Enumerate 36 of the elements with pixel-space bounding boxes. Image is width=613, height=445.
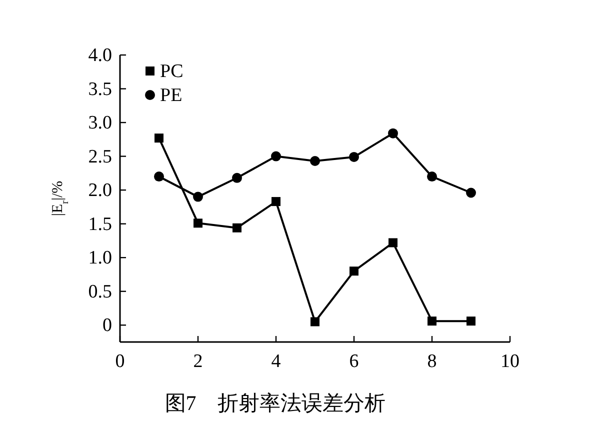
- point: [428, 316, 436, 326]
- y-tick-label: 0: [102, 315, 112, 336]
- x-tick-label: 0: [115, 351, 125, 372]
- x-tick-label: 4: [271, 351, 282, 372]
- point: [349, 152, 359, 162]
- y-tick-label: 1.5: [88, 214, 112, 235]
- point: [194, 218, 202, 228]
- point: [193, 192, 203, 202]
- text: 图7 折射率法误差分析: [164, 391, 386, 415]
- y-tick-label: 4.0: [88, 45, 112, 66]
- y-tick-label: 2.5: [88, 146, 112, 168]
- point: [232, 223, 242, 232]
- point: [388, 128, 398, 138]
- point: [427, 172, 437, 182]
- x-tick-label: 2: [193, 351, 203, 372]
- point: [466, 316, 476, 326]
- y-tick-label: 2.0: [88, 180, 112, 202]
- point: [310, 317, 320, 326]
- point: [388, 238, 398, 248]
- point: [310, 156, 320, 166]
- point: [350, 266, 358, 276]
- legend-label: PC: [160, 61, 184, 82]
- x-tick-label: 6: [349, 351, 359, 372]
- legend-label: PE: [160, 85, 182, 106]
- y-tick-label: 1.0: [88, 248, 112, 269]
- y-tick-label: 3.0: [88, 112, 112, 134]
- point: [154, 134, 164, 143]
- point: [272, 197, 280, 206]
- point: [232, 172, 242, 183]
- x-tick-label: 10: [500, 351, 520, 372]
- y-tick-label: 3.5: [88, 78, 112, 100]
- point: [271, 151, 281, 162]
- point: [154, 172, 164, 182]
- point: [466, 188, 476, 198]
- y-tick-label: 0.5: [88, 281, 112, 302]
- x-tick-label: 8: [427, 351, 437, 372]
